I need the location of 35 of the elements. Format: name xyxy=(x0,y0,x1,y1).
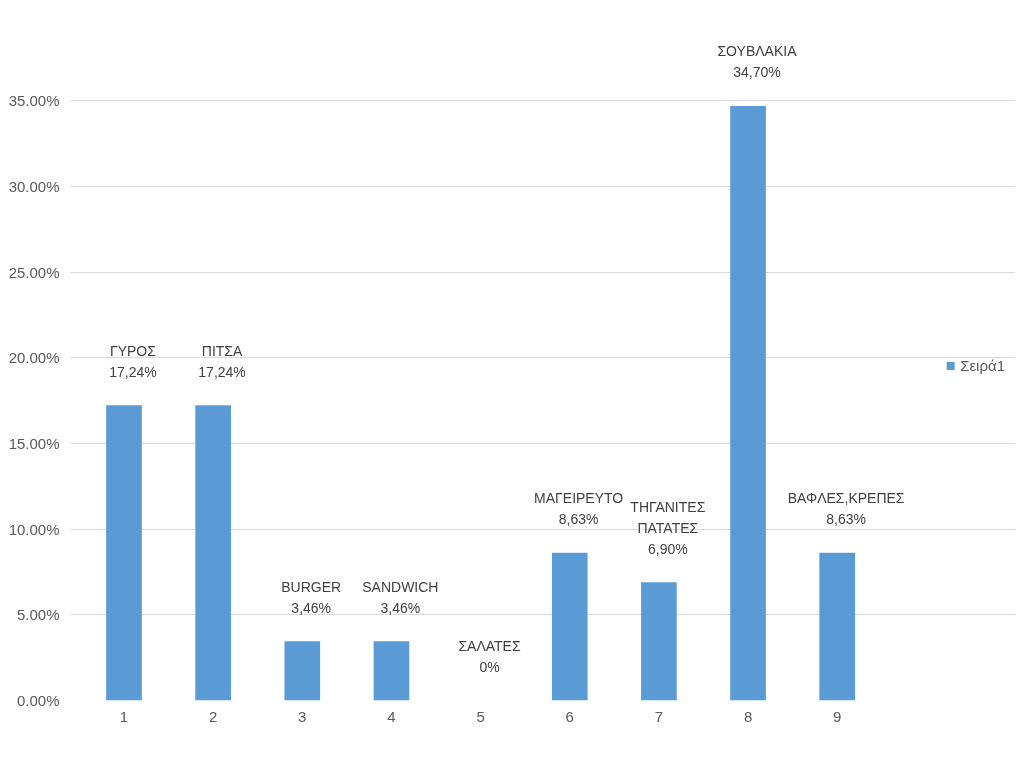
data-label: ΤΗΓΑΝΙΤΕΣ ΠΑΤΑΤΕΣ 6,90% xyxy=(630,498,706,557)
x-tick-label: 2 xyxy=(208,707,218,725)
data-label: SANDWICH 3,46% xyxy=(362,578,439,616)
bar xyxy=(551,552,588,701)
y-tick-label: 5.00% xyxy=(16,606,60,624)
y-tick-label: 10.00% xyxy=(8,520,60,538)
x-tick-label: 5 xyxy=(476,707,485,725)
y-tick-label: 25.00% xyxy=(8,263,60,281)
bar xyxy=(819,552,856,701)
bar xyxy=(106,405,142,701)
bar xyxy=(730,106,766,701)
data-label: ΒΑΦΛΕΣ,ΚΡΕΠΕΣ 8,63% xyxy=(787,490,905,528)
y-tick-label: 0.00% xyxy=(16,692,60,709)
x-tick-label: 3 xyxy=(298,707,307,725)
y-tick-label: 30.00% xyxy=(8,178,60,196)
x-tick-label: 7 xyxy=(654,707,664,725)
x-tick-label: 6 xyxy=(565,707,574,725)
data-label: ΣΟΥΒΛΑΚΙΑ 34,70% xyxy=(717,43,798,81)
data-label: ΣΑΛΑΤΕΣ 0% xyxy=(458,637,521,675)
x-tick-label: 4 xyxy=(387,707,396,725)
x-tick-label: 9 xyxy=(833,707,842,725)
y-tick-label: 20.00% xyxy=(8,349,60,367)
bar xyxy=(195,405,231,701)
bar xyxy=(641,582,677,701)
data-label: BURGER 3,46% xyxy=(281,578,342,616)
legend-label: Σειρά1 xyxy=(960,356,1005,374)
data-label: ΜΑΓΕΙΡΕΥΤΟ 8,63% xyxy=(534,490,624,528)
bar xyxy=(373,641,410,701)
data-label: ΓΥΡΟΣ 17,24% xyxy=(109,342,157,380)
bar xyxy=(284,641,321,701)
y-tick-label: 35.00% xyxy=(8,92,60,110)
x-tick-label: 8 xyxy=(743,707,753,725)
data-label: ΠΙΤΣΑ 17,24% xyxy=(198,342,246,380)
x-tick-label: 1 xyxy=(119,707,129,725)
y-tick-label: 15.00% xyxy=(8,435,60,453)
